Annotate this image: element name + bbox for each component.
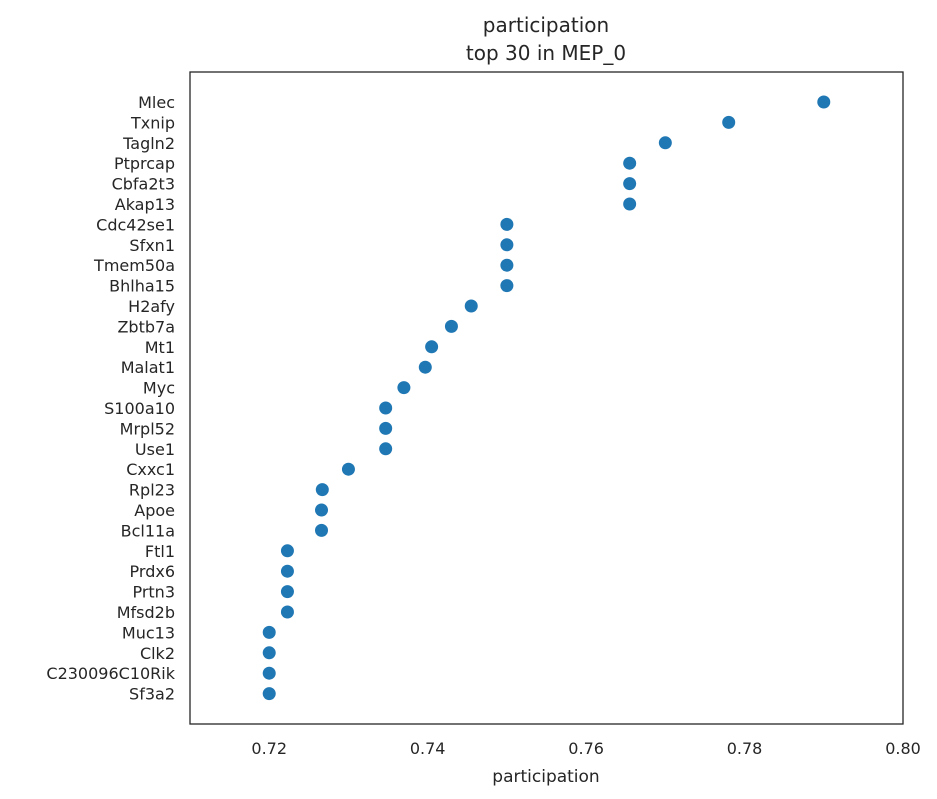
data-point bbox=[280, 585, 294, 599]
y-tick-label: Ptprcap bbox=[114, 154, 175, 173]
data-point bbox=[464, 299, 478, 313]
y-tick-label: Prtn3 bbox=[132, 583, 175, 602]
y-tick-label: Mfsd2b bbox=[117, 603, 175, 622]
data-point bbox=[280, 544, 294, 558]
y-tick-label: Mlec bbox=[138, 93, 175, 112]
y-tick-label: Prdx6 bbox=[130, 562, 175, 581]
plot-frame bbox=[189, 71, 904, 725]
data-point bbox=[315, 483, 329, 497]
chart-title-line2: top 30 in MEP_0 bbox=[466, 41, 626, 65]
data-point bbox=[262, 666, 276, 680]
data-point bbox=[817, 95, 831, 109]
y-tick-label: Cxxc1 bbox=[126, 460, 175, 479]
y-tick-label: Sf3a2 bbox=[129, 685, 175, 704]
y-tick-label: H2afy bbox=[128, 297, 175, 316]
data-point bbox=[418, 360, 432, 374]
data-point bbox=[623, 156, 637, 170]
y-tick-label: Tmem50a bbox=[93, 256, 175, 275]
y-tick-label: Rpl23 bbox=[129, 481, 175, 500]
x-tick-label: 0.74 bbox=[410, 739, 446, 758]
data-point bbox=[379, 421, 393, 435]
y-tick-label: Bhlha15 bbox=[109, 277, 175, 296]
x-axis-label: participation bbox=[492, 767, 599, 787]
y-tick-label: Sfxn1 bbox=[129, 236, 175, 255]
y-tick-label: C230096C10Rik bbox=[46, 664, 175, 683]
x-tick-label: 0.72 bbox=[251, 739, 287, 758]
data-point bbox=[341, 462, 355, 476]
data-point bbox=[262, 646, 276, 660]
data-point bbox=[500, 238, 514, 252]
data-point bbox=[315, 503, 329, 517]
data-point bbox=[500, 279, 514, 293]
data-point bbox=[280, 564, 294, 578]
y-tick-label: Apoe bbox=[134, 501, 175, 520]
data-point bbox=[379, 401, 393, 415]
y-tick-label: Akap13 bbox=[115, 195, 175, 214]
y-tick-label: Clk2 bbox=[140, 644, 175, 663]
y-tick-label: Mt1 bbox=[145, 338, 175, 357]
data-point bbox=[315, 523, 329, 537]
x-tick-label: 0.76 bbox=[568, 739, 604, 758]
data-point bbox=[379, 442, 393, 456]
data-point bbox=[397, 381, 411, 395]
y-tick-label: Myc bbox=[143, 379, 175, 398]
y-tick-label: Tagln2 bbox=[122, 134, 175, 153]
y-tick-label: Use1 bbox=[135, 440, 175, 459]
data-point bbox=[425, 340, 439, 354]
data-point bbox=[262, 687, 276, 701]
y-tick-label: Zbtb7a bbox=[117, 317, 175, 336]
data-point bbox=[444, 319, 458, 333]
x-axis-ticks: 0.72 0.74 0.76 0.78 0.80 bbox=[251, 739, 920, 758]
data-point bbox=[280, 605, 294, 619]
chart-title-line1: participation bbox=[483, 13, 609, 37]
data-point bbox=[500, 217, 514, 231]
data-point bbox=[623, 197, 637, 211]
y-tick-label: Cdc42se1 bbox=[96, 215, 175, 234]
data-point bbox=[623, 177, 637, 191]
y-tick-label: Txnip bbox=[130, 113, 175, 132]
x-tick-label: 0.80 bbox=[885, 739, 921, 758]
data-point bbox=[722, 115, 736, 129]
y-tick-label: Mrpl52 bbox=[120, 419, 175, 438]
y-tick-label: S100a10 bbox=[104, 399, 175, 418]
x-tick-label: 0.78 bbox=[727, 739, 763, 758]
y-tick-label: Malat1 bbox=[121, 358, 175, 377]
y-tick-label: Muc13 bbox=[122, 623, 175, 642]
y-tick-label: Bcl11a bbox=[121, 521, 175, 540]
data-points bbox=[262, 95, 831, 701]
y-tick-label: Ftl1 bbox=[145, 542, 175, 561]
data-point bbox=[500, 258, 514, 272]
y-tick-label: Cbfa2t3 bbox=[112, 175, 175, 194]
data-point bbox=[262, 625, 276, 639]
data-point bbox=[658, 136, 672, 150]
